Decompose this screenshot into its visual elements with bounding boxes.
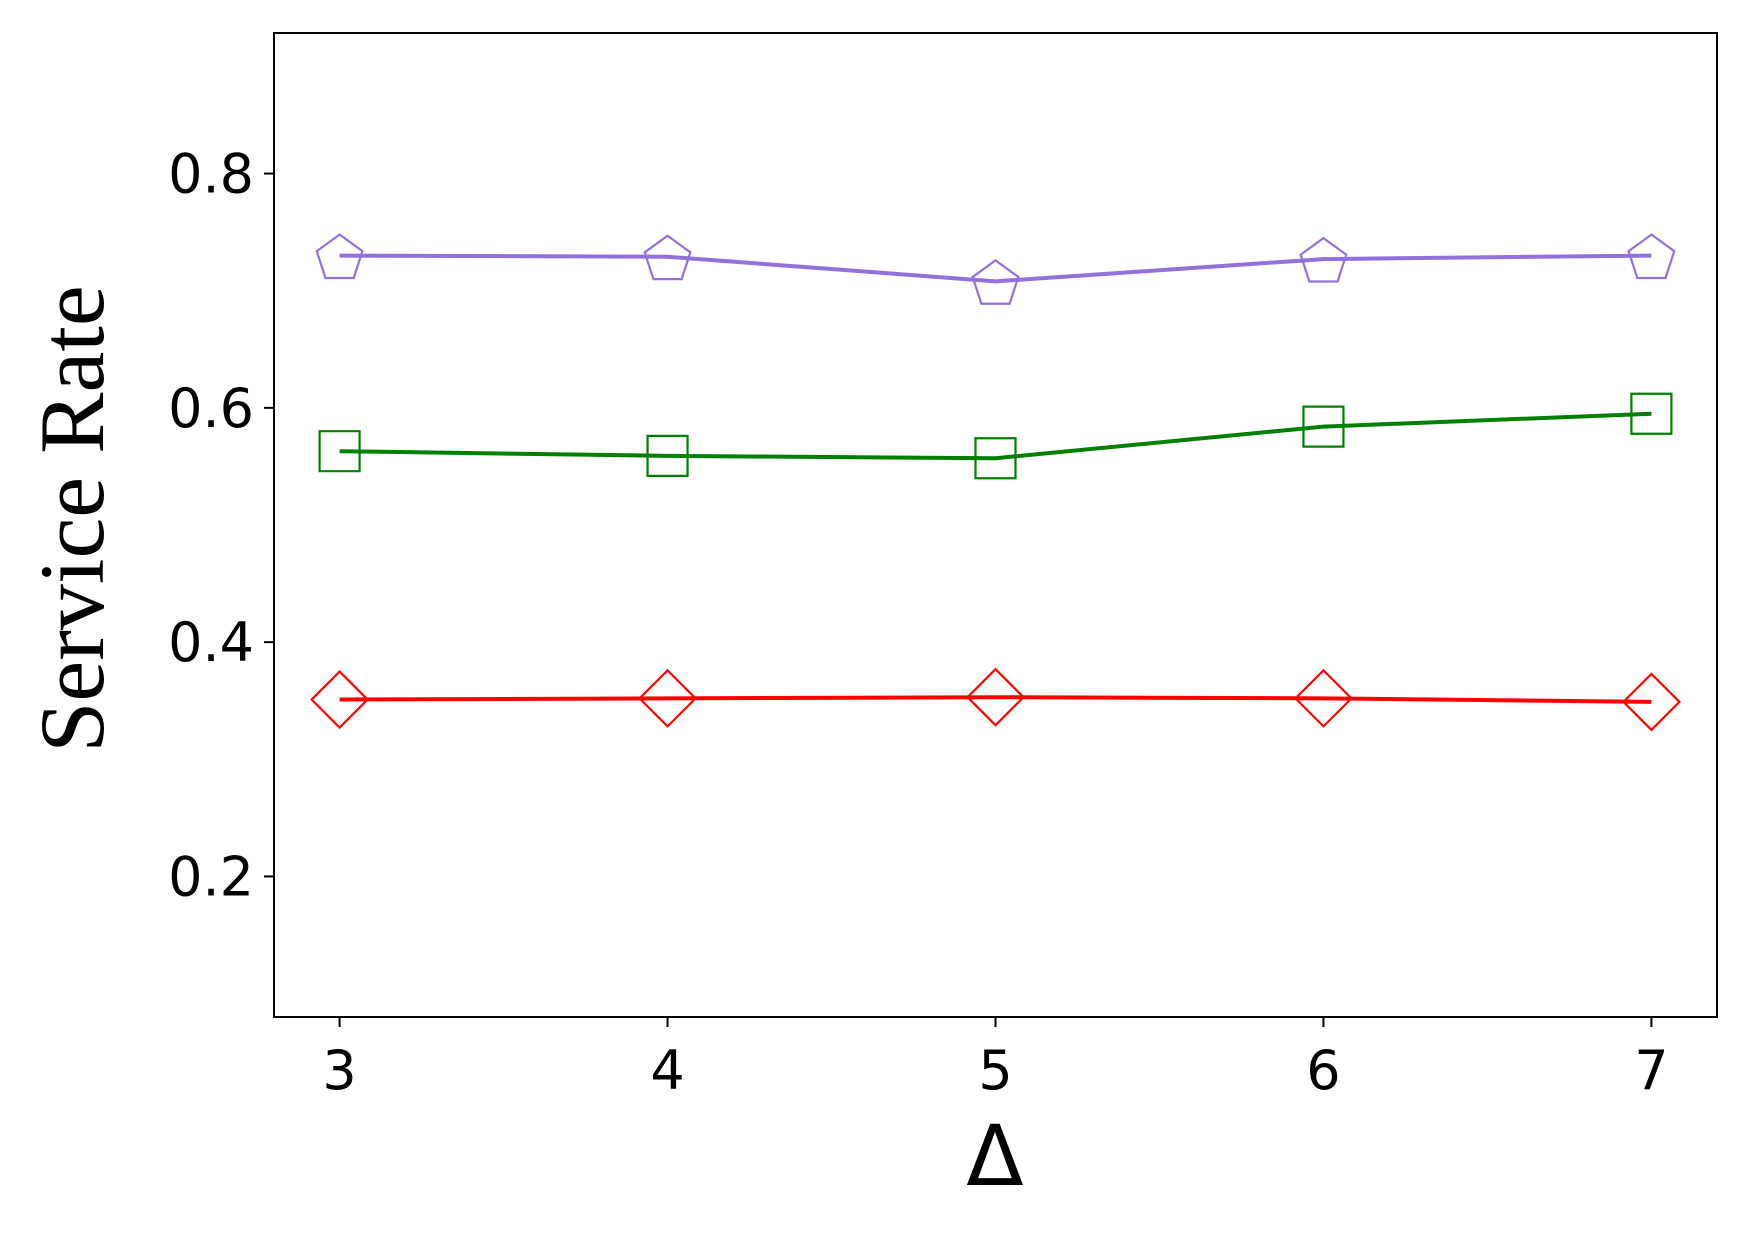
marker [974,437,1017,480]
x-axis-label: Δ [966,1107,1023,1205]
y-tick-label: 0.2 [168,845,254,908]
plot-frame [273,32,1718,1018]
x-tick-label: 3 [322,1039,356,1102]
series-line [339,253,1652,284]
marker [1293,668,1354,728]
marker [637,668,698,728]
series-line [339,695,1652,704]
marker [965,667,1026,727]
marker [1630,392,1673,435]
marker [310,669,370,730]
y-axis-label: Service Rate [21,285,123,752]
marker [1299,236,1348,283]
marker [315,233,364,280]
marker [646,434,689,477]
y-tick-label: 0.8 [168,143,254,206]
x-tick-label: 4 [650,1039,684,1102]
x-tick-label: 7 [1634,1039,1668,1102]
x-tick-label: 6 [1306,1039,1340,1102]
marker [1302,405,1345,448]
y-tick-label: 0.6 [168,377,254,440]
y-tick-label: 0.4 [168,611,254,674]
marker [971,258,1020,305]
marker [1621,672,1681,732]
marker [1627,233,1676,280]
x-tick-label: 5 [978,1039,1012,1102]
marker [643,234,692,281]
marker [318,430,361,473]
series-line [339,411,1652,461]
